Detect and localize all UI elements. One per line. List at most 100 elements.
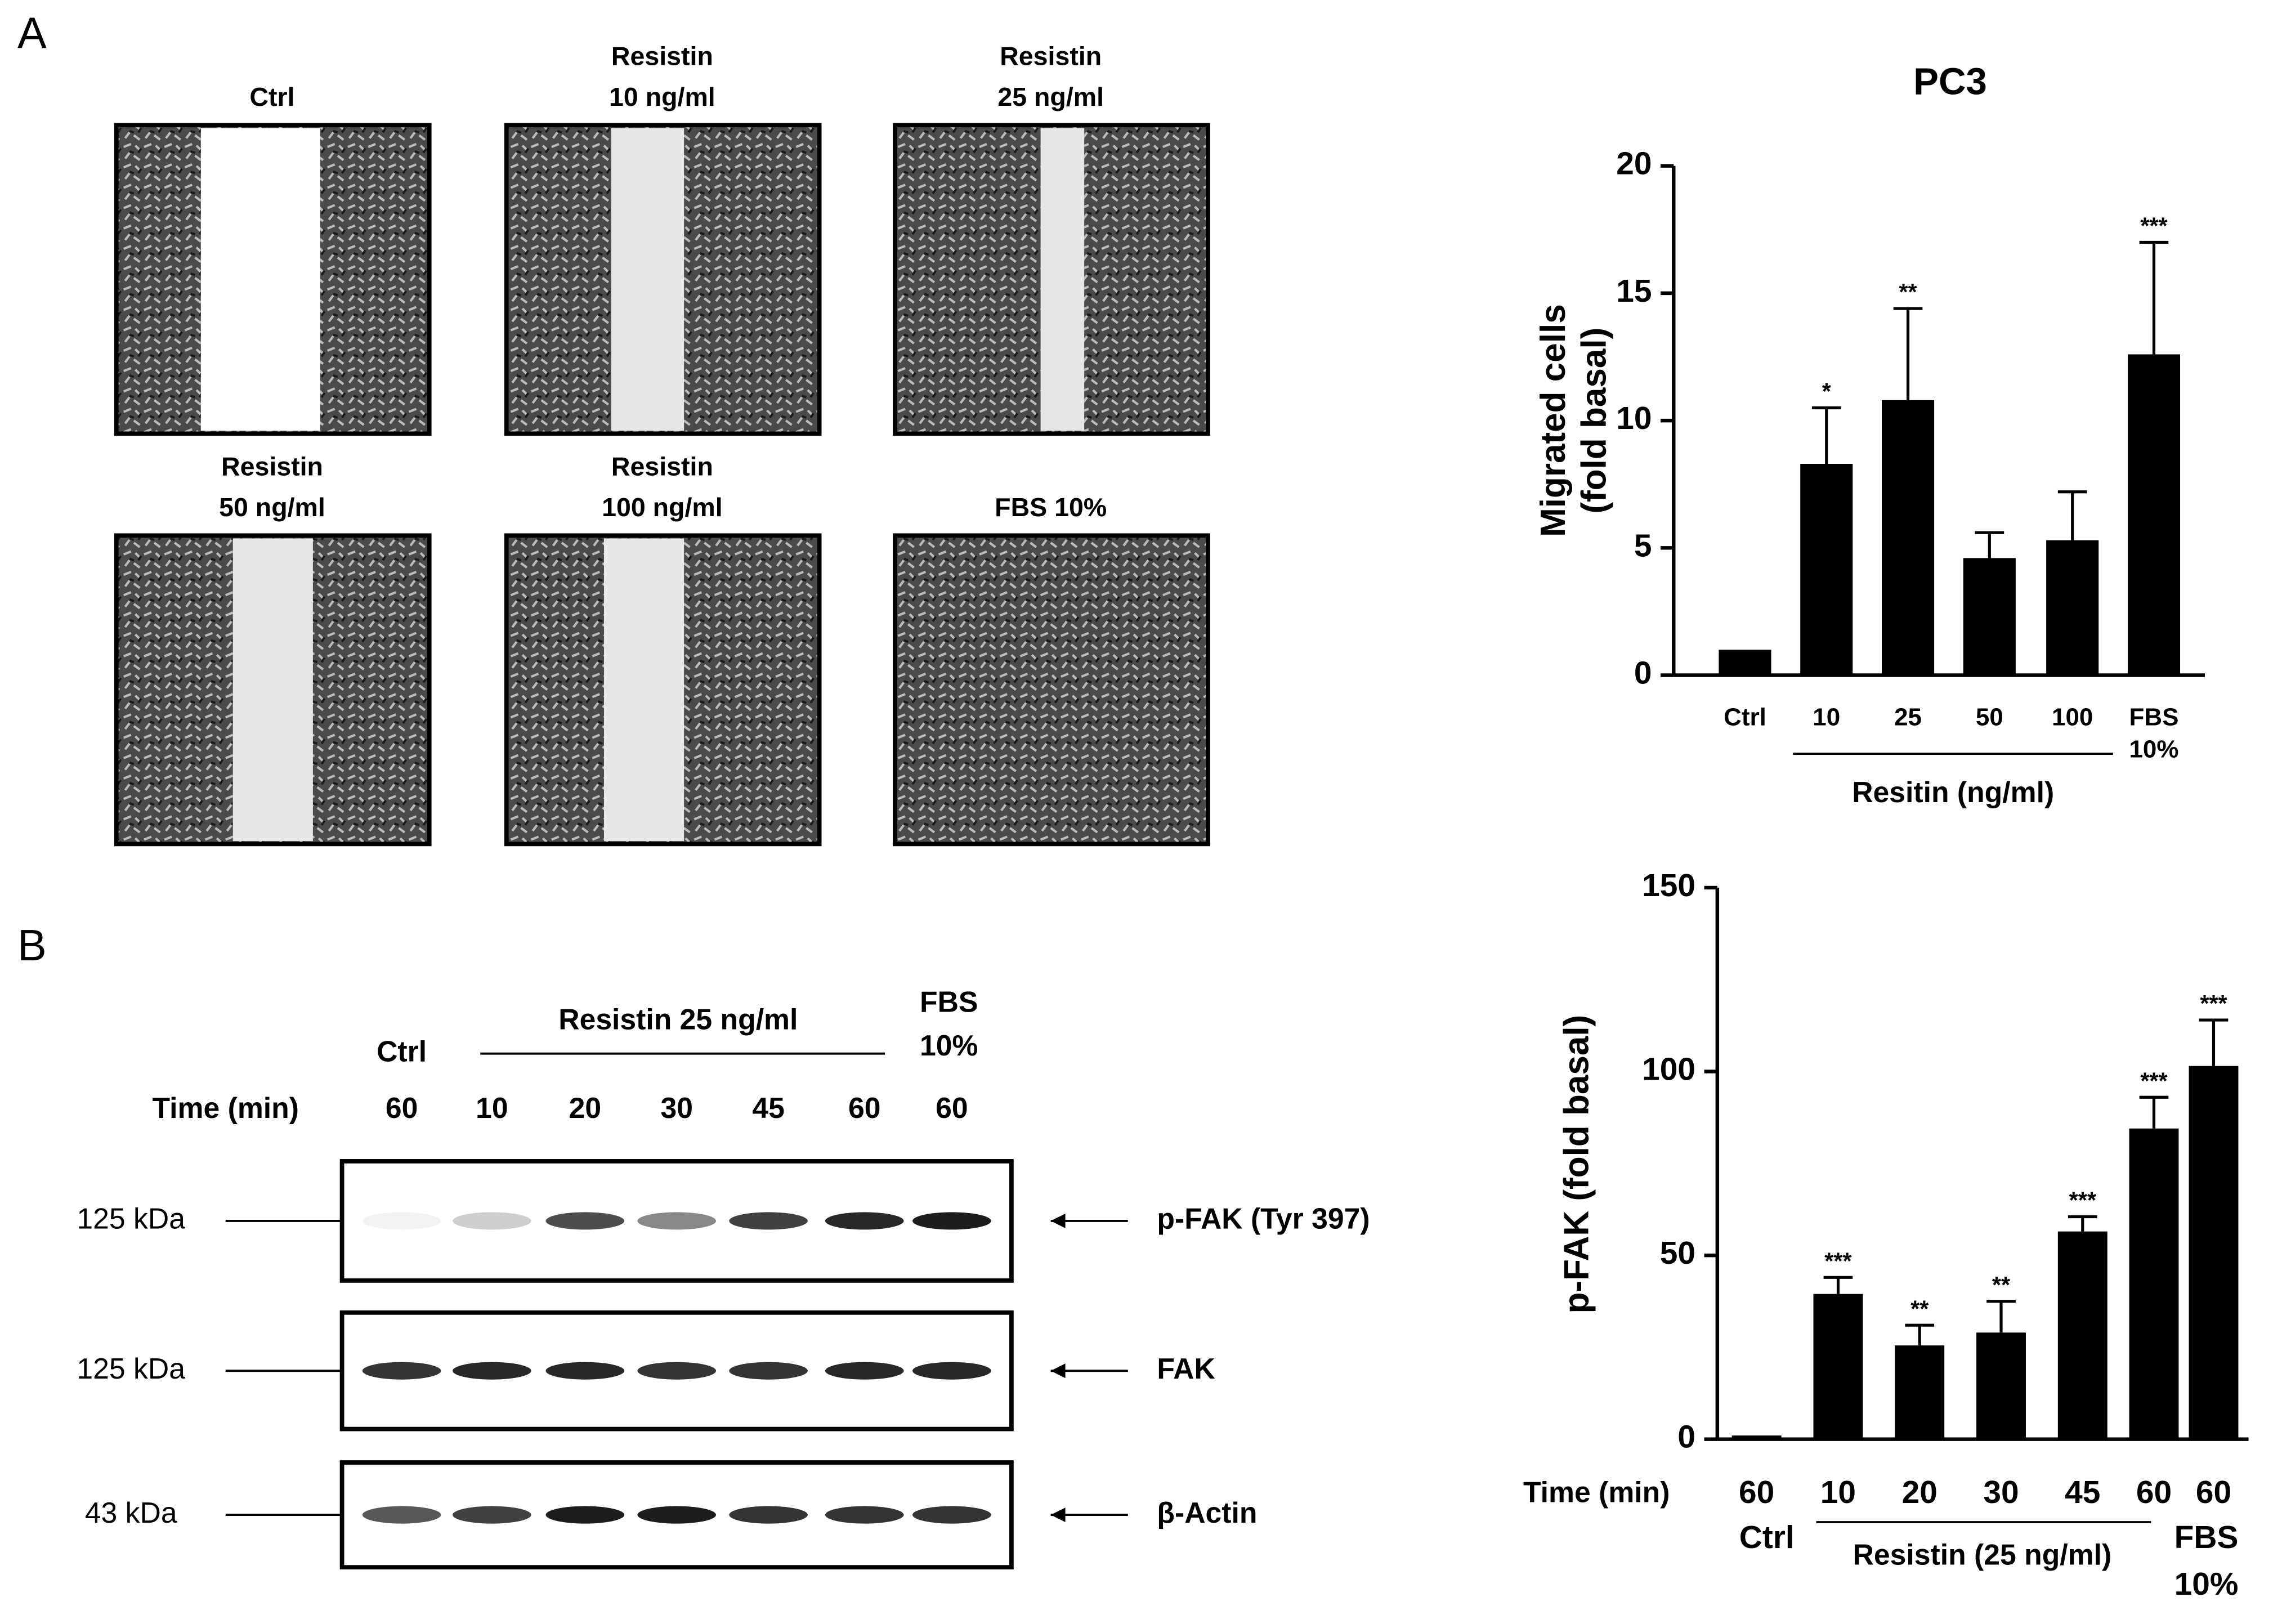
band (729, 1212, 808, 1230)
significance: ** (1992, 1272, 2011, 1298)
panel-label: B (17, 921, 47, 970)
bar (2129, 1128, 2179, 1439)
micrograph-frame (114, 123, 432, 436)
bar (1963, 558, 2016, 675)
y-tick-label: 0 (1634, 656, 1652, 691)
significance: *** (2069, 1188, 2097, 1214)
micrograph-label: Resistin (611, 452, 713, 481)
chart-title: PC3 (1913, 61, 1987, 103)
x-tick-label: 60 (2196, 1475, 2231, 1510)
significance: ** (1910, 1296, 1929, 1322)
x-tick-label: 10% (2129, 736, 2179, 763)
scratch-gap (232, 538, 313, 842)
y-axis-label: (fold basal) (1575, 328, 1614, 514)
y-tick-label: 0 (1677, 1420, 1695, 1455)
band-label: p-FAK (Tyr 397) (1157, 1202, 1370, 1235)
x-tick-label: 45 (2065, 1475, 2100, 1510)
significance: ** (1899, 279, 1917, 305)
x-tick-label: 60 (2136, 1475, 2172, 1510)
micrograph-frame (114, 533, 432, 847)
bar (1813, 1294, 1863, 1439)
band (729, 1506, 808, 1524)
band (545, 1506, 625, 1524)
blot-fbs: FBS (920, 985, 978, 1018)
band (453, 1212, 531, 1230)
band (825, 1212, 904, 1230)
group-label: FBS (2174, 1520, 2239, 1555)
band (362, 1212, 441, 1230)
band (453, 1362, 531, 1380)
arrow-head (1050, 1363, 1066, 1379)
x-tick-label: 30 (1983, 1475, 2019, 1510)
arrow-head (1050, 1507, 1066, 1523)
band (825, 1506, 904, 1524)
bar (1895, 1345, 1945, 1439)
micrograph-label: 25 ng/ml (997, 82, 1104, 111)
band (912, 1506, 991, 1524)
y-tick-label: 50 (1660, 1236, 1695, 1271)
x-tick-label: 25 (1894, 704, 1922, 731)
micrograph-label: 10 ng/ml (609, 82, 715, 111)
x-tick-label: Ctrl (1724, 704, 1766, 731)
band-size: 125 kDa (77, 1352, 185, 1385)
micrograph (895, 535, 1208, 844)
x-tick-label: 60 (1739, 1475, 1774, 1510)
band (362, 1506, 441, 1524)
significance: *** (2200, 991, 2227, 1017)
band (362, 1362, 441, 1380)
scratch-gap (200, 128, 320, 431)
blot-fbs: 10% (920, 1029, 978, 1062)
panel-label: A (17, 9, 47, 57)
y-tick-label: 5 (1634, 528, 1652, 563)
band (637, 1506, 717, 1524)
significance: *** (1824, 1248, 1852, 1274)
bar (2057, 1231, 2108, 1439)
significance: * (1822, 379, 1832, 405)
band (912, 1362, 991, 1380)
group-label: Resistin (25 ng/ml) (1853, 1538, 2112, 1571)
band-label: β-Actin (1157, 1496, 1257, 1529)
y-axis-label: p-FAK (fold basal) (1558, 1015, 1596, 1314)
micrograph-label: FBS 10% (995, 493, 1107, 522)
micrograph-frame (893, 123, 1210, 436)
bar (2189, 1066, 2239, 1439)
micrograph-label: Resistin (221, 452, 323, 481)
band (729, 1362, 808, 1380)
band (637, 1362, 717, 1380)
significance: *** (2140, 1068, 2168, 1094)
bar (1800, 464, 1853, 675)
group-label: Ctrl (1739, 1520, 1795, 1555)
band-label: FAK (1157, 1352, 1215, 1385)
bar (1719, 650, 1771, 675)
x-tick-label: 100 (2052, 704, 2093, 731)
band (912, 1212, 991, 1230)
band (545, 1362, 625, 1380)
micrograph-label: 50 ng/ml (219, 493, 325, 522)
blot-ctrl: Ctrl (377, 1035, 427, 1067)
x-tick-label: FBS (2129, 704, 2179, 731)
x-axis-label: Resitin (ng/ml) (1852, 776, 2054, 808)
lane-time: 30 (660, 1091, 693, 1124)
band (825, 1362, 904, 1380)
micrograph-label: Ctrl (249, 82, 294, 111)
bar (2127, 354, 2181, 675)
lane-time: 60 (936, 1091, 968, 1124)
bar (1881, 400, 1935, 675)
x-prefix: Time (min) (1523, 1476, 1670, 1509)
arrow-head (1050, 1213, 1066, 1228)
group-label: 10% (2174, 1567, 2239, 1602)
band (637, 1212, 717, 1230)
scratch-gap (1040, 128, 1085, 431)
significance: *** (2140, 213, 2168, 239)
micrograph-frame (504, 533, 822, 847)
x-tick-label: 50 (1976, 704, 2003, 731)
x-tick-label: 10 (1813, 704, 1840, 731)
scratch-gap (611, 128, 684, 431)
time-label: Time (min) (153, 1091, 299, 1124)
micrograph-label: 100 ng/ml (602, 493, 723, 522)
band-size: 43 kDa (85, 1496, 177, 1529)
blot-treatment: Resistin 25 ng/ml (558, 1003, 798, 1035)
bar (1976, 1332, 2026, 1439)
micrograph-label: Resistin (611, 42, 713, 71)
